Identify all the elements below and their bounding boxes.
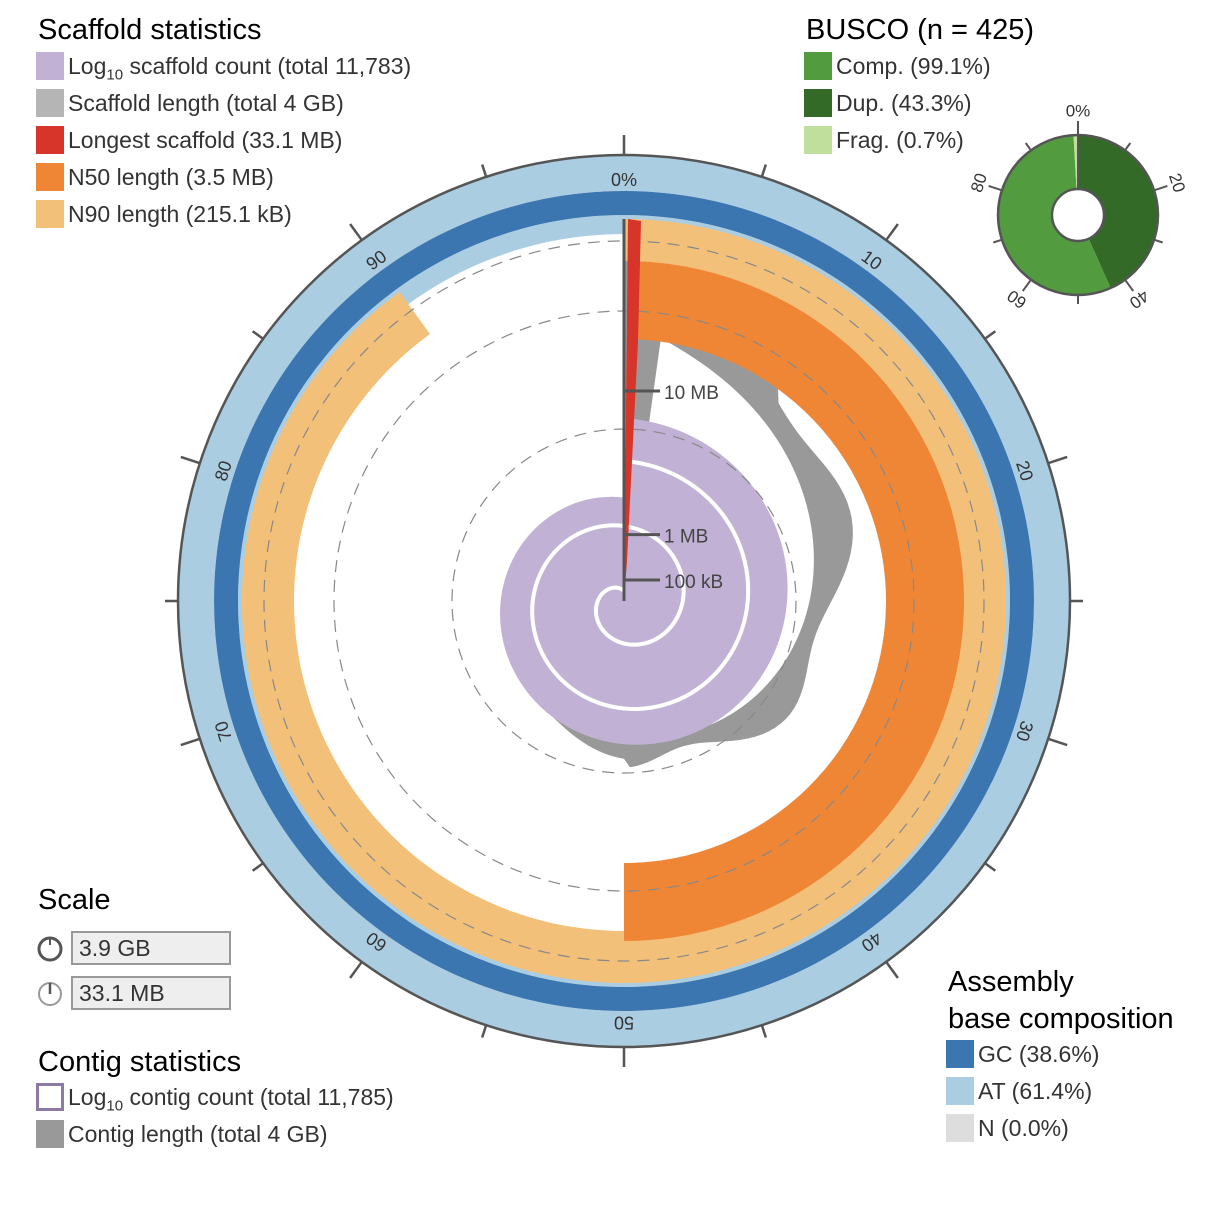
scaffold-legend-item-label: Scaffold length (total 4 GB) — [68, 89, 344, 117]
percent-axis-tick — [984, 862, 997, 872]
composition-legend-item-label: GC (38.6%) — [978, 1040, 1099, 1068]
scaffold-legend-item-text: N90 length (215.1 kB) — [68, 201, 292, 227]
radius-scale-icon — [38, 982, 62, 1006]
composition-legend-item-text: GC (38.6%) — [978, 1041, 1100, 1067]
percent-axis-tick — [480, 164, 488, 178]
scaffold-legend-item-swatch — [36, 89, 64, 117]
busco-tick — [1021, 279, 1032, 292]
busco-duplicated-slice — [1078, 135, 1158, 289]
scaffold-legend-item-subscript: 10 — [106, 66, 124, 84]
radial-axis-label: 100 kB — [664, 572, 723, 593]
percent-axis-label: 50 — [614, 1012, 634, 1032]
busco-tick — [1153, 185, 1168, 192]
scaffold-legend-title: Scaffold statistics — [38, 14, 262, 46]
scaffold-legend-item-swatch — [36, 52, 64, 80]
contig-legend-item-text-suffix: contig count (total 11,785) — [123, 1084, 394, 1110]
busco-legend-item-swatch — [804, 52, 832, 80]
composition-legend-item-swatch — [946, 1077, 974, 1105]
busco-legend-item-swatch — [804, 89, 832, 117]
contig-legend-item-label: Contig length (total 4 GB) — [68, 1120, 328, 1148]
percent-axis-tick — [480, 1024, 488, 1038]
percent-axis-tick — [251, 862, 264, 872]
percent-axis-tick — [885, 961, 899, 979]
scaffold-legend-item-swatch — [36, 163, 64, 191]
scaffold-legend-item-label: N90 length (215.1 kB) — [68, 200, 292, 228]
busco-tick-label: 80 — [967, 171, 991, 195]
busco-fragmented-slice — [1073, 135, 1078, 190]
percent-axis-tick — [984, 330, 997, 340]
busco-legend-title: BUSCO (n = 425) — [806, 14, 1035, 46]
busco-legend-item-label: Dup. (43.3%) — [836, 89, 972, 117]
dashed-guide-circle — [263, 240, 985, 962]
radius-scale-value: 33.1 MB — [71, 976, 231, 1010]
contig-legend-item-subscript: 10 — [106, 1097, 124, 1115]
composition-legend-item-swatch — [946, 1114, 974, 1142]
composition-legend-item-label: N (0.0%) — [978, 1114, 1069, 1142]
percent-axis-tick — [760, 1024, 768, 1038]
percent-axis-tick — [760, 164, 768, 178]
busco-legend-item-text: Dup. (43.3%) — [836, 90, 972, 116]
scaffold-legend-item-label: Longest scaffold (33.1 MB) — [68, 126, 342, 154]
contig-legend-item-label: Log10 contig count (total 11,785) — [68, 1083, 394, 1121]
scaffold-legend-item-text: N50 length (3.5 MB) — [68, 164, 274, 190]
busco-tick — [993, 238, 1003, 244]
busco-tick-label: 20 — [1165, 171, 1189, 195]
percent-axis-tick — [349, 961, 363, 979]
contig-legend-item-text: Contig length (total 4 GB) — [68, 1121, 328, 1147]
busco-tick — [988, 185, 1003, 192]
circumference-scale-value: 3.9 GB — [71, 931, 231, 965]
scaffold-legend-item-swatch — [36, 200, 64, 228]
composition-legend-item-label: AT (61.4%) — [978, 1077, 1092, 1105]
radial-axis-label: 10 MB — [664, 383, 719, 404]
busco-legend-item-text: Frag. (0.7%) — [836, 127, 964, 153]
busco-tick — [1153, 238, 1163, 244]
percent-axis-tick — [885, 223, 899, 241]
contig-legend-item-swatch — [36, 1120, 64, 1148]
composition-legend-item-text: AT (61.4%) — [978, 1078, 1093, 1104]
busco-legend-item-swatch — [804, 126, 832, 154]
percent-axis-tick — [251, 330, 264, 340]
busco-tick — [1024, 142, 1032, 151]
contig-legend-title: Contig statistics — [38, 1046, 242, 1078]
busco-tick-label: 40 — [1126, 286, 1152, 312]
n50-arc — [624, 261, 964, 942]
circumference-scale-icon — [37, 936, 63, 962]
longest-scaffold-wedge — [624, 219, 641, 601]
percent-axis-tick — [180, 455, 201, 465]
percent-axis-tick — [180, 737, 201, 747]
scale-title: Scale — [38, 884, 111, 916]
composition-legend-item-text: N (0.0%) — [978, 1115, 1069, 1141]
percent-axis-tick — [349, 223, 363, 241]
percent-axis-label: 0% — [611, 170, 637, 190]
percent-axis-tick — [1047, 737, 1068, 747]
busco-complete-slice — [998, 135, 1111, 295]
percent-axis-tick — [1047, 455, 1068, 465]
scaffold-legend-item-text: Scaffold length (total 4 GB) — [68, 90, 344, 116]
busco-tick-label: 0% — [1066, 101, 1091, 120]
composition-title-line2: base composition — [948, 1003, 1174, 1035]
radial-axis-label: 1 MB — [664, 527, 708, 548]
busco-legend-item-label: Frag. (0.7%) — [836, 126, 964, 154]
busco-tick-label: 60 — [1004, 286, 1030, 312]
scaffold-legend-item-label: Log10 scaffold count (total 11,783) — [68, 52, 411, 90]
contig-legend-item-text: Log — [68, 1084, 107, 1110]
busco-legend-item-label: Comp. (99.1%) — [836, 52, 991, 80]
composition-legend-item-swatch — [946, 1040, 974, 1068]
scaffold-legend-item-text: Longest scaffold (33.1 MB) — [68, 127, 343, 153]
scaffold-legend-item-text-suffix: scaffold count (total 11,783) — [123, 53, 412, 79]
busco-tick — [1124, 142, 1132, 151]
busco-inner-circle — [1050, 187, 1106, 243]
contig-legend-item-swatch — [36, 1083, 64, 1111]
scaffold-legend-item-label: N50 length (3.5 MB) — [68, 163, 274, 191]
scaffold-legend-item-swatch — [36, 126, 64, 154]
busco-legend-item-text: Comp. (99.1%) — [836, 53, 991, 79]
busco-tick — [1124, 279, 1135, 292]
scaffold-legend-item-text: Log — [68, 53, 107, 79]
composition-title-line1: Assembly — [948, 966, 1074, 998]
